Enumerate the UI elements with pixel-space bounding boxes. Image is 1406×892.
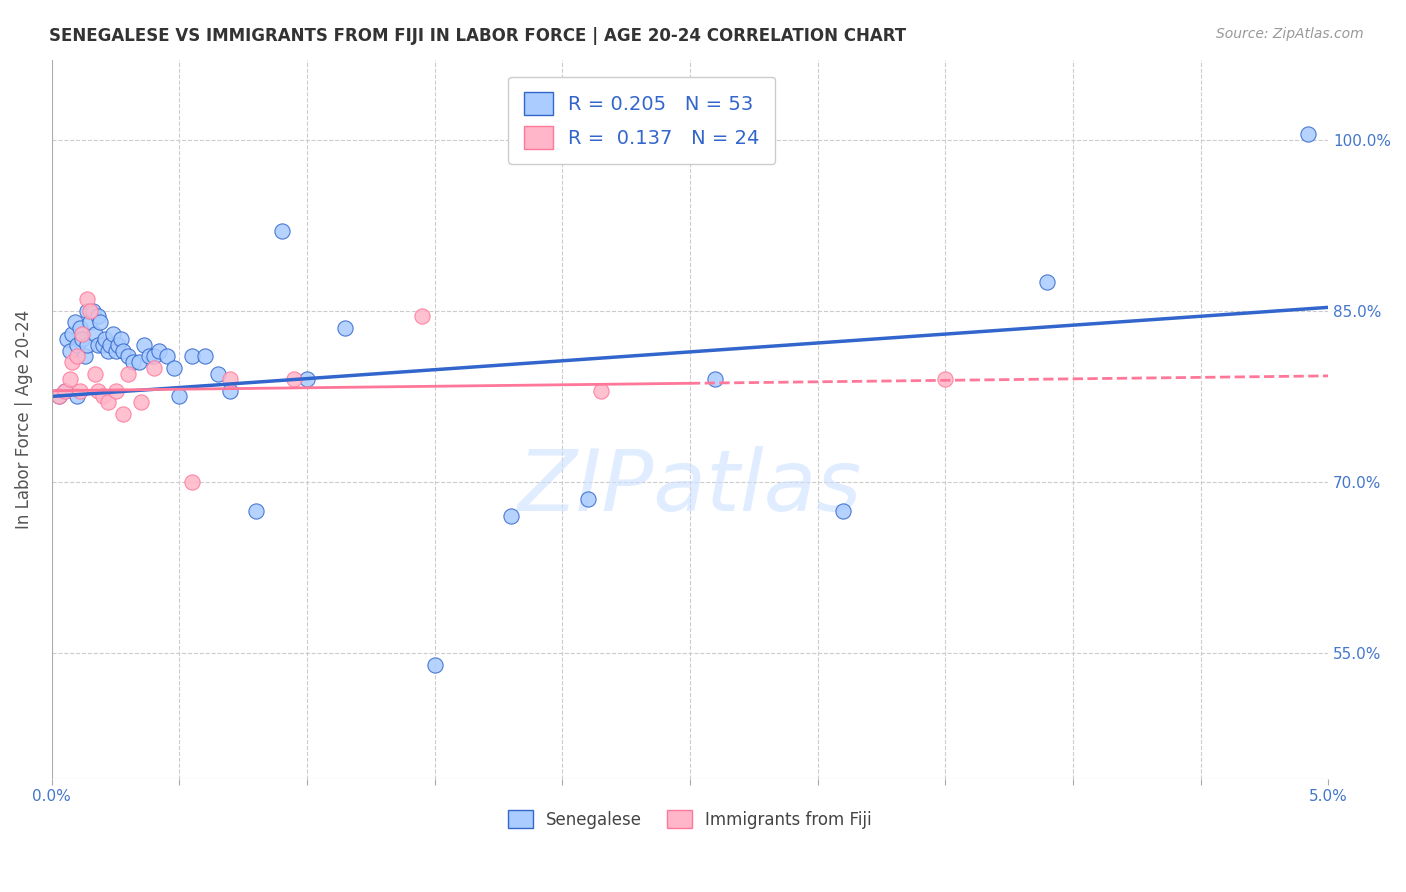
- Legend: Senegalese, Immigrants from Fiji: Senegalese, Immigrants from Fiji: [501, 804, 879, 835]
- Point: [86, 384, 108, 398]
- Point: [73, 350, 96, 364]
- Point: [66, 389, 89, 403]
- Point: [194, 350, 217, 364]
- Point: [48, 389, 70, 403]
- Point: [56, 332, 79, 346]
- Point: [142, 360, 165, 375]
- Point: [934, 372, 956, 386]
- Point: [72, 332, 94, 346]
- Point: [86, 338, 108, 352]
- Point: [97, 343, 120, 358]
- Point: [91, 389, 114, 403]
- Point: [1296, 127, 1319, 141]
- Point: [148, 343, 170, 358]
- Point: [86, 310, 108, 324]
- Point: [59, 372, 82, 386]
- Point: [128, 355, 150, 369]
- Point: [295, 372, 318, 386]
- Point: [163, 360, 186, 375]
- Point: [97, 395, 120, 409]
- Point: [207, 367, 229, 381]
- Point: [104, 384, 127, 398]
- Point: [181, 350, 204, 364]
- Point: [156, 350, 179, 364]
- Point: [576, 492, 599, 507]
- Point: [66, 350, 89, 364]
- Point: [142, 350, 165, 364]
- Point: [1036, 275, 1059, 289]
- Point: [110, 332, 132, 346]
- Point: [59, 343, 82, 358]
- Point: [53, 384, 76, 398]
- Point: [63, 315, 86, 329]
- Point: [69, 384, 91, 398]
- Point: [832, 503, 855, 517]
- Text: ZIPatlas: ZIPatlas: [517, 446, 862, 529]
- Point: [112, 407, 135, 421]
- Point: [60, 326, 83, 341]
- Point: [76, 293, 98, 307]
- Point: [112, 343, 135, 358]
- Point: [138, 350, 160, 364]
- Point: [91, 338, 114, 352]
- Point: [72, 326, 94, 341]
- Point: [101, 326, 124, 341]
- Point: [94, 332, 117, 346]
- Point: [219, 384, 242, 398]
- Point: [589, 384, 612, 398]
- Text: SENEGALESE VS IMMIGRANTS FROM FIJI IN LABOR FORCE | AGE 20-24 CORRELATION CHART: SENEGALESE VS IMMIGRANTS FROM FIJI IN LA…: [49, 27, 907, 45]
- Point: [181, 475, 204, 489]
- Point: [69, 321, 91, 335]
- Point: [219, 372, 242, 386]
- Point: [129, 395, 152, 409]
- Y-axis label: In Labor Force | Age 20-24: In Labor Force | Age 20-24: [15, 310, 32, 529]
- Point: [270, 224, 292, 238]
- Point: [48, 389, 70, 403]
- Text: Source: ZipAtlas.com: Source: ZipAtlas.com: [1216, 27, 1364, 41]
- Point: [501, 509, 523, 524]
- Point: [100, 338, 122, 352]
- Point: [283, 372, 305, 386]
- Point: [104, 343, 127, 358]
- Point: [335, 321, 357, 335]
- Point: [76, 303, 98, 318]
- Point: [107, 338, 129, 352]
- Point: [704, 372, 727, 386]
- Point: [84, 367, 107, 381]
- Point: [411, 310, 433, 324]
- Point: [79, 303, 101, 318]
- Point: [82, 303, 104, 318]
- Point: [245, 503, 267, 517]
- Point: [79, 315, 101, 329]
- Point: [89, 315, 111, 329]
- Point: [84, 326, 107, 341]
- Point: [117, 350, 139, 364]
- Point: [66, 338, 89, 352]
- Point: [53, 384, 76, 398]
- Point: [132, 338, 155, 352]
- Point: [169, 389, 191, 403]
- Point: [60, 355, 83, 369]
- Point: [117, 367, 139, 381]
- Point: [122, 355, 145, 369]
- Point: [423, 657, 446, 672]
- Point: [76, 338, 98, 352]
